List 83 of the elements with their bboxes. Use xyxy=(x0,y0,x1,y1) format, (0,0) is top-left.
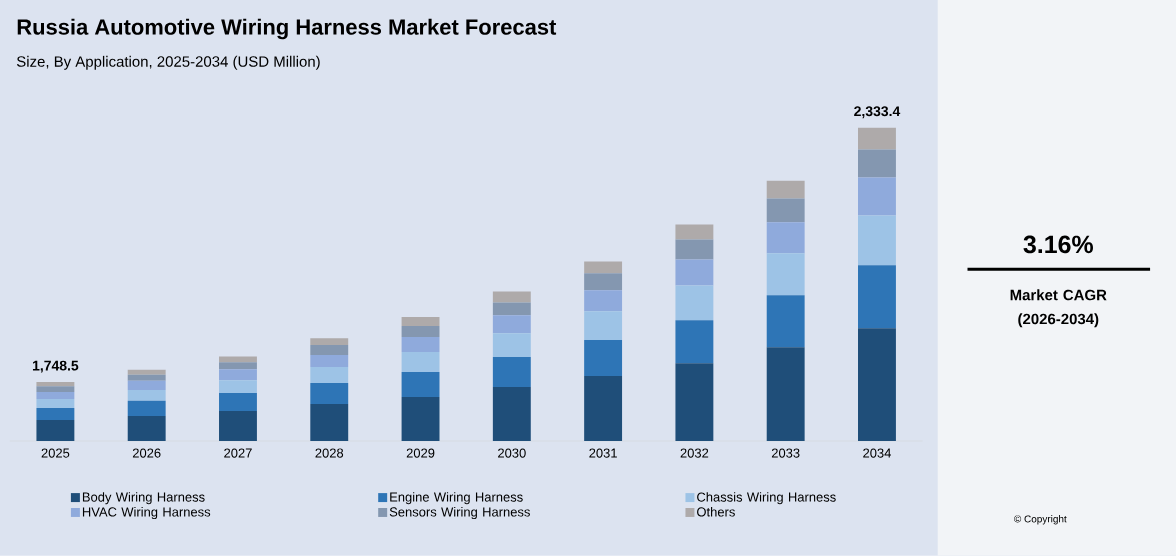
bar xyxy=(858,328,896,442)
bar xyxy=(219,411,257,442)
bar xyxy=(310,383,349,405)
bar xyxy=(675,320,714,364)
bar xyxy=(219,393,257,412)
chart-subtitle: Size, By Application, 2025-2034 (USD Million) xyxy=(16,56,320,70)
x-tick-label: 2025 xyxy=(41,448,70,458)
bar xyxy=(492,357,531,388)
text: © Copyright xyxy=(1014,515,1067,525)
x-tick-label: 2032 xyxy=(680,448,709,458)
bar xyxy=(36,420,75,442)
x-tick-label: 2028 xyxy=(315,448,344,458)
x-tick-label: 2030 xyxy=(498,448,526,458)
bar xyxy=(766,253,805,296)
bar xyxy=(310,404,349,442)
bar xyxy=(36,399,75,409)
bar xyxy=(310,338,349,346)
annotation: 1,748.5 xyxy=(32,360,79,373)
bar xyxy=(584,261,623,274)
bar xyxy=(401,352,440,373)
bar xyxy=(401,326,440,338)
bar xyxy=(401,397,440,442)
chart-title: Russia Automotive Wiring Harness Market Forecast xyxy=(17,18,557,40)
bar xyxy=(766,198,805,223)
bar xyxy=(127,390,166,402)
text: 3.16% xyxy=(1023,235,1093,254)
bar xyxy=(219,380,257,394)
bar xyxy=(858,215,896,266)
annotation: 2,333.4 xyxy=(854,106,901,119)
bar xyxy=(858,177,896,216)
bar xyxy=(219,356,257,363)
x-tick-label: 2031 xyxy=(589,448,617,458)
bar xyxy=(766,180,805,199)
legend-label: Others xyxy=(697,507,735,517)
bar xyxy=(219,362,257,370)
x-tick-label: 2027 xyxy=(224,448,252,458)
bar xyxy=(36,392,75,400)
bar xyxy=(127,416,166,442)
bar xyxy=(36,386,75,393)
bar xyxy=(766,347,805,442)
bar xyxy=(36,408,75,421)
x-tick-label: 2033 xyxy=(771,448,800,458)
bar xyxy=(858,127,896,150)
bar xyxy=(401,337,440,353)
bar xyxy=(127,375,166,381)
legend-label: Chassis Wiring Harness xyxy=(697,492,836,505)
bar xyxy=(675,363,714,442)
bar xyxy=(492,315,531,334)
bar xyxy=(127,380,166,391)
bar xyxy=(584,273,623,291)
bar xyxy=(584,340,623,377)
x-tick-label: 2029 xyxy=(406,448,435,458)
bar xyxy=(310,345,349,356)
bar xyxy=(492,302,531,316)
bar xyxy=(675,239,714,260)
bar xyxy=(766,295,805,348)
bar xyxy=(310,367,349,384)
bar xyxy=(584,311,623,341)
x-tick-label: 2026 xyxy=(132,448,161,458)
legend-label: HVAC Wiring Harness xyxy=(82,507,211,520)
x-tick-label: 2034 xyxy=(863,448,892,458)
bar xyxy=(675,259,714,286)
bar xyxy=(401,317,440,327)
bar xyxy=(401,372,440,398)
bar xyxy=(858,149,896,178)
bar xyxy=(675,224,714,240)
bar xyxy=(219,369,257,381)
bar xyxy=(584,290,623,312)
bar xyxy=(492,333,531,358)
bar xyxy=(584,376,623,442)
bar xyxy=(127,370,166,376)
text: Market CAGR (2026-2034) xyxy=(1010,289,1107,328)
bar xyxy=(492,291,531,303)
legend-label: Sensors Wiring Harness xyxy=(389,507,530,520)
bar xyxy=(310,355,349,368)
bar xyxy=(36,382,75,387)
legend-label: Engine Wiring Harness xyxy=(390,492,523,505)
bar xyxy=(492,387,531,442)
bar xyxy=(675,285,714,321)
bar xyxy=(766,222,805,254)
legend-label: Body Wiring Harness xyxy=(82,492,205,505)
bar xyxy=(858,265,896,329)
bar xyxy=(127,401,166,417)
